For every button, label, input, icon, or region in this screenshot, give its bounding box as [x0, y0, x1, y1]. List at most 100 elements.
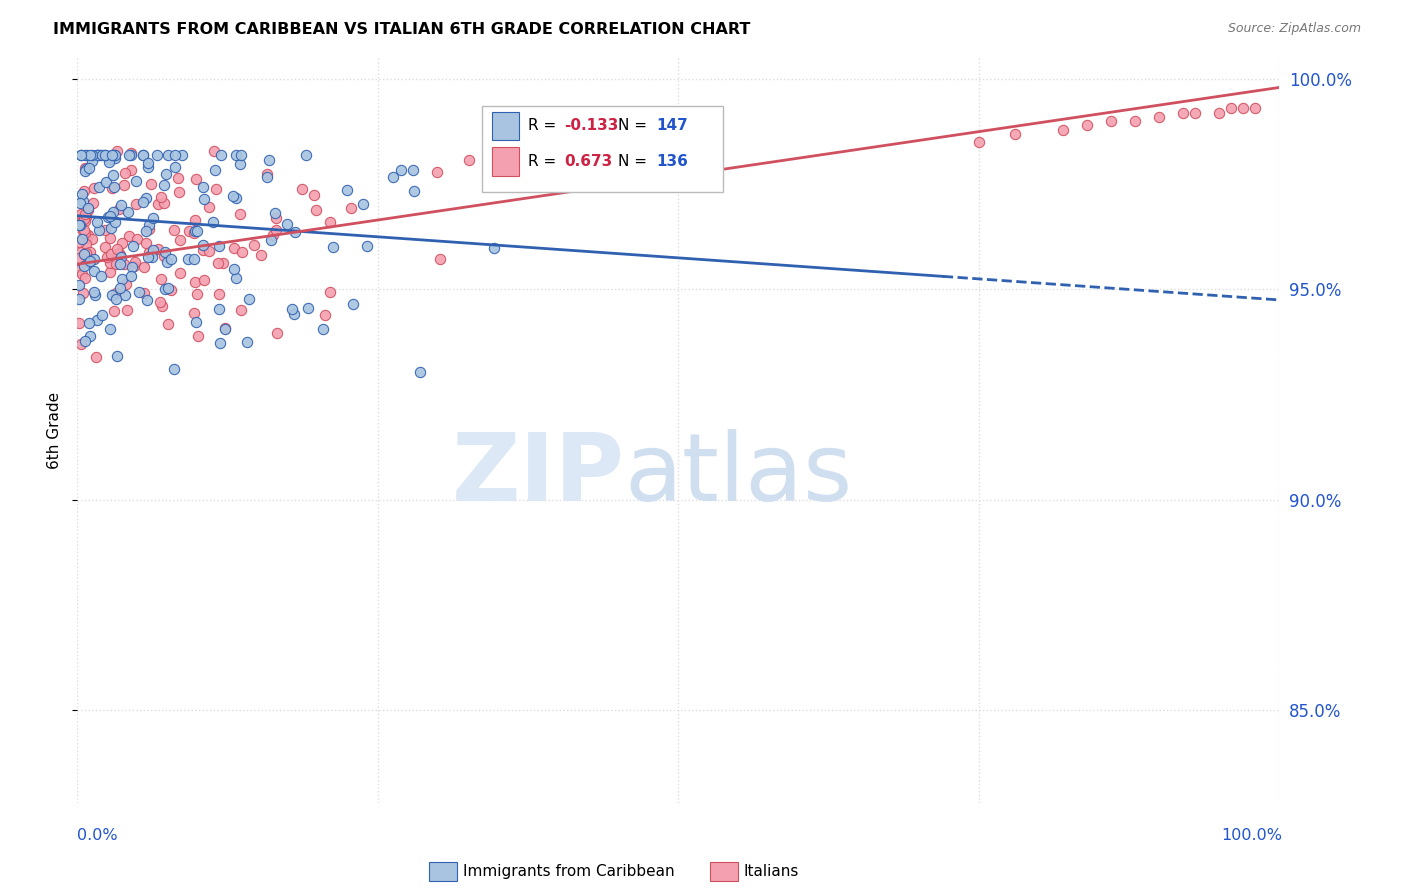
- Point: [79, 244, 101, 259]
- Point: [146, 197, 169, 211]
- Point: [264, 223, 287, 237]
- Point: [201, 215, 224, 229]
- Point: [260, 234, 283, 248]
- Point: [149, 294, 172, 309]
- Point: [198, 200, 221, 214]
- Point: [224, 241, 246, 255]
- Point: [70, 245, 93, 260]
- Point: [225, 190, 247, 204]
- Point: [67, 263, 90, 277]
- Point: [82, 231, 104, 245]
- Point: [204, 162, 226, 177]
- Point: [94, 175, 117, 189]
- Point: [94, 148, 117, 162]
- Point: [150, 299, 173, 313]
- Point: [225, 271, 247, 285]
- Point: [183, 226, 205, 240]
- Text: Italians: Italians: [744, 864, 799, 879]
- Point: [177, 252, 200, 266]
- Point: [145, 148, 167, 162]
- Text: atlas: atlas: [624, 429, 852, 521]
- Text: -0.133: -0.133: [564, 119, 619, 133]
- Bar: [492, 112, 519, 140]
- Point: [256, 167, 278, 181]
- Point: [236, 334, 259, 349]
- Point: [67, 293, 90, 307]
- Point: [86, 148, 108, 162]
- Point: [120, 163, 142, 178]
- Point: [170, 148, 193, 162]
- Point: [150, 190, 173, 204]
- Point: [69, 148, 91, 162]
- Point: [1244, 102, 1267, 116]
- Point: [319, 215, 342, 229]
- Point: [67, 251, 90, 265]
- Point: [318, 285, 340, 300]
- Point: [135, 223, 157, 237]
- Point: [79, 253, 101, 268]
- Point: [122, 260, 145, 274]
- Point: [105, 242, 128, 256]
- Text: Immigrants from Caribbean: Immigrants from Caribbean: [463, 864, 675, 879]
- Point: [167, 185, 190, 199]
- Point: [70, 187, 93, 202]
- Point: [70, 148, 93, 162]
- Point: [135, 191, 157, 205]
- Point: [284, 225, 307, 239]
- Point: [72, 267, 94, 281]
- Point: [77, 316, 100, 330]
- Point: [75, 252, 97, 267]
- Point: [250, 248, 273, 262]
- Point: [1099, 114, 1122, 128]
- Point: [105, 349, 128, 363]
- Point: [98, 209, 121, 223]
- Point: [184, 315, 207, 329]
- Point: [187, 328, 209, 343]
- Point: [256, 169, 278, 184]
- Point: [209, 148, 232, 162]
- Point: [229, 207, 252, 221]
- Point: [80, 154, 103, 169]
- Point: [105, 257, 128, 271]
- Text: 147: 147: [657, 119, 689, 133]
- Point: [101, 168, 124, 182]
- Point: [83, 285, 105, 300]
- Point: [104, 148, 127, 162]
- Point: [83, 181, 105, 195]
- FancyBboxPatch shape: [482, 106, 723, 192]
- Point: [134, 260, 156, 274]
- Point: [69, 196, 91, 211]
- Point: [103, 204, 125, 219]
- Point: [108, 202, 131, 216]
- Point: [356, 239, 378, 253]
- Point: [283, 307, 305, 321]
- Point: [149, 272, 172, 286]
- Point: [163, 148, 186, 162]
- Point: [75, 161, 97, 176]
- Point: [238, 292, 260, 306]
- Point: [183, 306, 205, 320]
- Point: [69, 207, 91, 221]
- Point: [163, 223, 186, 237]
- Point: [86, 313, 108, 327]
- Point: [132, 195, 155, 210]
- Point: [429, 252, 451, 267]
- Text: 0.673: 0.673: [564, 154, 613, 169]
- Point: [339, 201, 361, 215]
- Point: [1123, 114, 1146, 128]
- Point: [97, 211, 120, 225]
- Point: [138, 244, 160, 259]
- Point: [163, 160, 186, 174]
- Point: [100, 221, 122, 235]
- Point: [98, 322, 121, 336]
- Point: [257, 153, 280, 168]
- Point: [107, 246, 129, 260]
- Point: [77, 202, 100, 217]
- Point: [73, 247, 96, 261]
- Point: [304, 187, 326, 202]
- Point: [281, 301, 304, 316]
- Point: [72, 194, 94, 208]
- Point: [352, 197, 374, 211]
- Point: [103, 304, 125, 318]
- Point: [231, 148, 253, 162]
